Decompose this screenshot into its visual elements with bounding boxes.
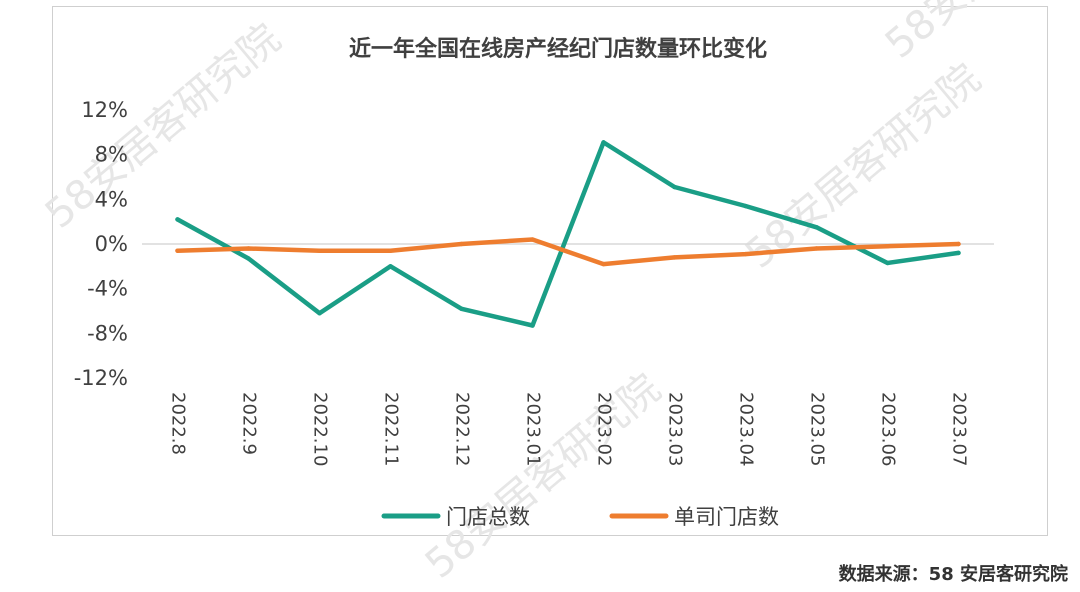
data-point [530,237,535,242]
x-tick-label: 2023.07 [949,392,970,466]
y-tick-label: 0% [95,232,128,256]
x-tick-label: 2022.10 [310,392,331,466]
data-point [601,140,606,145]
x-tick-label: 2023.03 [665,392,686,466]
data-point [885,260,890,266]
data-point [175,217,180,222]
legend-label: 单司门店数 [674,505,779,529]
legend-label: 门店总数 [446,505,530,529]
data-point [388,248,393,253]
data-point [388,264,393,269]
data-point [530,323,535,328]
x-tick-label: 2023.04 [736,392,757,466]
data-point [743,251,748,257]
x-tick-label: 2023.06 [878,392,899,466]
data-point [246,256,251,261]
y-axis: 12% 8% 4% 0% -4% -8% -12% [74,98,128,390]
data-point [956,250,961,256]
data-point [743,203,748,209]
x-tick-label: 2023.01 [523,392,544,466]
data-point [956,241,961,247]
data-point [601,261,606,267]
data-point [672,255,677,260]
data-point [459,306,464,311]
watermark-text: 58安居客研究院 [37,15,289,237]
y-tick-label: -12% [74,366,128,390]
data-point [175,248,180,253]
y-tick-label: -4% [87,277,128,301]
y-tick-label: 4% [95,187,128,211]
series-line [175,140,961,328]
y-tick-label: 12% [81,98,128,122]
x-tick-label: 2023.05 [807,392,828,466]
data-point [672,184,677,190]
data-point [885,244,890,249]
data-point [814,246,819,251]
source-note: 数据来源：58 安居客研究院 [838,564,1068,585]
chart-title: 近一年全国在线房产经纪门店数量环比变化 [349,36,767,62]
y-tick-label: 8% [95,143,128,167]
x-tick-label: 2022.9 [239,392,260,455]
x-tick-label: 2022.11 [381,392,402,466]
watermark-text: 58安居客研究院 [877,0,1080,68]
y-tick-label: -8% [87,321,128,345]
x-tick-label: 2022.12 [452,392,473,466]
x-tick-label: 2023.02 [594,392,615,466]
chart-frame [52,6,1048,536]
series-layer [175,140,961,328]
data-point [459,241,464,247]
data-point [317,248,322,253]
data-point [246,246,251,251]
series-line [175,237,961,267]
data-point [317,311,322,316]
legend: 门店总数 单司门店数 [381,505,779,529]
x-axis: 2022.8 2022.9 2022.10 2022.11 2022.12 2023.01… [168,392,970,466]
watermark-layer: 58安居客研究院58安居客研究院58安居客研究院58安居客研究院 [37,0,1080,588]
data-point [814,225,819,230]
x-tick-label: 2022.8 [168,392,189,455]
